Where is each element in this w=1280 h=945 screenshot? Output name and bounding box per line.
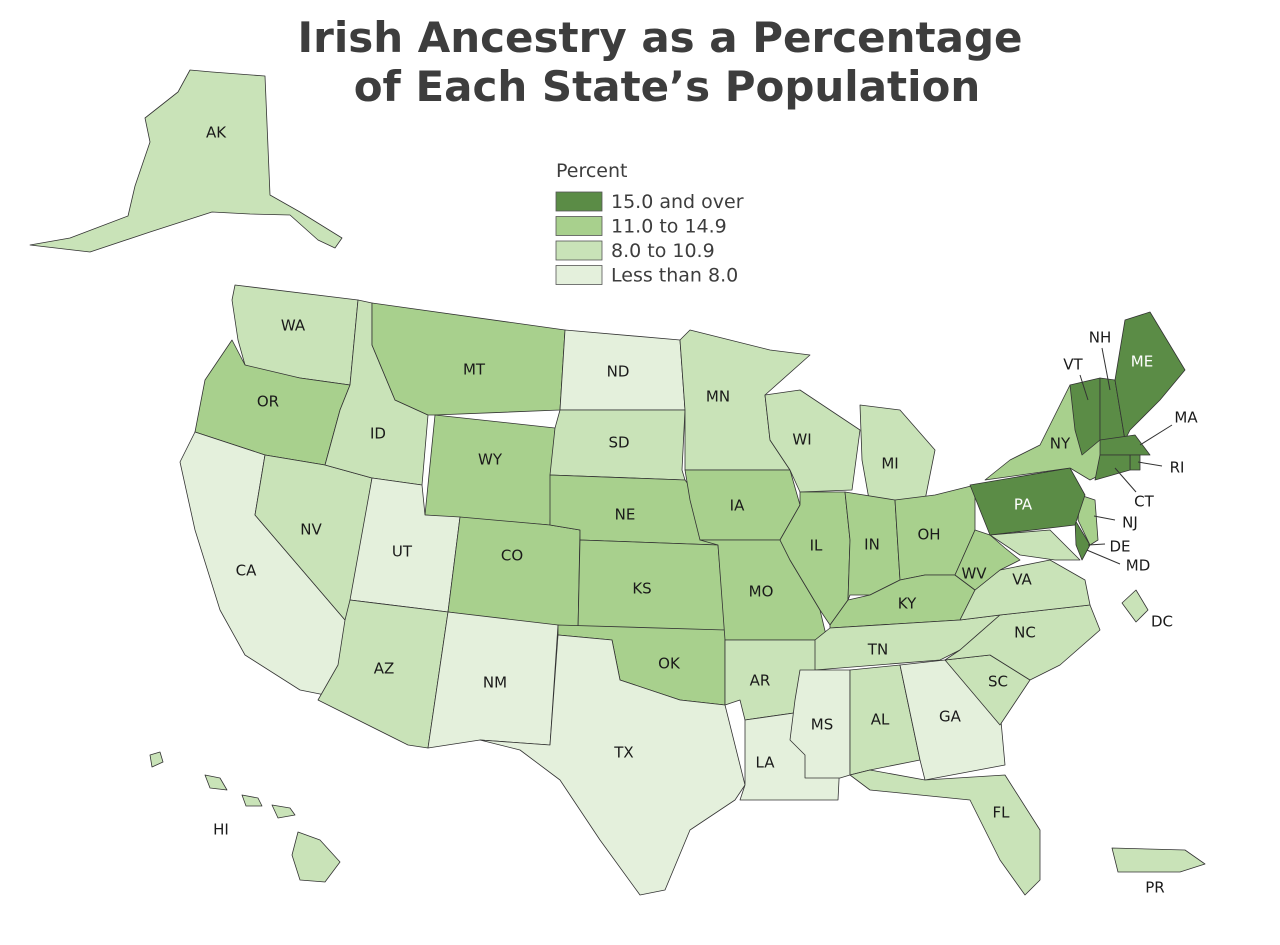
state-label: KS [632, 580, 651, 598]
state-label: MD [1126, 557, 1151, 575]
legend-label: Less than 8.0 [611, 265, 738, 287]
state-label: ID [370, 425, 386, 443]
state-shape [424, 414, 556, 526]
state-label: DC [1151, 613, 1173, 631]
legend-swatch [555, 240, 603, 261]
state-label: AL [871, 711, 890, 729]
state-label: NV [300, 521, 322, 539]
state-label: TN [867, 641, 888, 659]
state-shape [149, 751, 341, 883]
state-label: WI [792, 431, 811, 449]
state-label: MS [811, 716, 833, 734]
state-label: PR [1145, 879, 1164, 897]
state-label: KY [898, 595, 917, 613]
state-shape [1121, 589, 1149, 623]
state-label: OK [658, 655, 681, 673]
state-label: RI [1170, 459, 1185, 477]
state-label: MT [463, 361, 486, 379]
state-label: CT [1134, 493, 1154, 511]
states: AK WA OR CA NV ID MT WY UT AZ CO NM ND SD NE KS OK TX MN IA… [29, 69, 1206, 897]
state-shape [479, 634, 746, 896]
state-shape [447, 516, 581, 631]
state-label: NJ [1122, 514, 1138, 532]
state-shape [29, 69, 343, 253]
legend-swatch [555, 265, 603, 285]
leader-line [1081, 547, 1121, 565]
legend-label: 11.0 to 14.9 [611, 216, 727, 238]
state-label: VT [1063, 356, 1083, 374]
state-label: FL [993, 804, 1011, 822]
state-label: ME [1131, 353, 1153, 371]
title: Irish Ancestry as a Percentage [298, 13, 1023, 62]
state-label: MA [1174, 409, 1198, 427]
state-label: CO [501, 547, 523, 565]
state-label: AR [750, 672, 771, 690]
state-shape [989, 529, 1081, 561]
state-label: AZ [374, 660, 395, 678]
legend-label: 15.0 and over [611, 191, 744, 213]
state-label: HI [213, 821, 229, 839]
state-shape [1074, 519, 1091, 561]
state-label: PA [1014, 496, 1033, 514]
state-shape [849, 769, 1041, 896]
state-shape [954, 529, 1021, 591]
leader-line [1079, 374, 1089, 401]
leader-line [1139, 424, 1173, 446]
state-label: VA [1012, 571, 1032, 589]
state-label: CA [236, 562, 257, 580]
state-label: MI [881, 455, 898, 473]
state-shape [1099, 434, 1151, 456]
state-shape [764, 389, 861, 493]
leader-line [1137, 461, 1163, 467]
leader-line [1114, 467, 1137, 493]
state-label: OH [917, 526, 940, 544]
legend-swatch [555, 216, 603, 236]
state-label: IN [864, 536, 880, 554]
legend-swatch [555, 191, 603, 212]
state-shape [1111, 847, 1206, 873]
state-label: TX [613, 744, 633, 762]
state-label: DE [1109, 538, 1130, 556]
state-label: IL [810, 537, 823, 555]
legend-title: Percent [556, 160, 628, 182]
state-label: NE [615, 506, 636, 524]
state-label: WY [478, 451, 503, 469]
leader-line [1101, 347, 1111, 391]
leader-line [1093, 515, 1116, 521]
legend-label: 8.0 to 10.9 [611, 240, 715, 262]
state-label: IA [730, 497, 745, 515]
state-shape [969, 467, 1086, 536]
state-label: LA [756, 754, 776, 772]
state-label: MN [706, 388, 730, 406]
state-shape [849, 664, 921, 776]
state-label: NH [1089, 329, 1112, 347]
state-label: MO [749, 583, 774, 601]
title: of Each State’s Population [354, 62, 981, 111]
state-label: SC [988, 673, 1008, 691]
state-label: UT [392, 543, 413, 561]
state-label: NY [1050, 435, 1071, 453]
state-shape [1069, 377, 1101, 456]
state-label: NC [1014, 624, 1036, 642]
state-label: WA [281, 317, 306, 335]
state-shape [1094, 454, 1131, 481]
state-shape [371, 302, 566, 416]
state-label: WV [961, 565, 987, 583]
state-label: SD [608, 434, 629, 452]
state-label: ND [607, 363, 630, 381]
state-label: NM [483, 674, 507, 692]
state-label: AK [206, 124, 227, 142]
state-label: OR [257, 393, 279, 411]
state-label: GA [939, 708, 962, 726]
